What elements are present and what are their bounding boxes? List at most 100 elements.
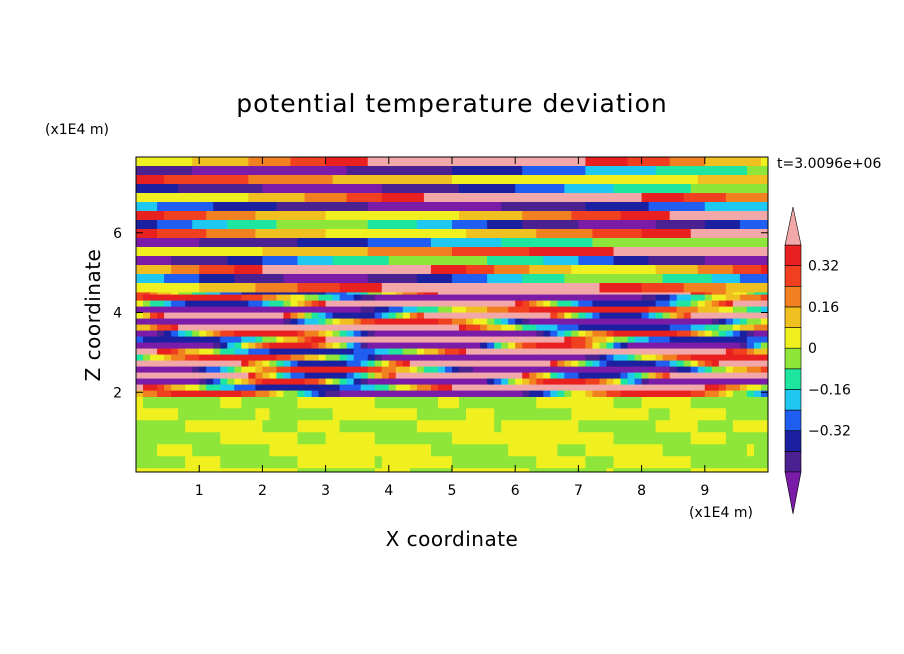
contour-cell [634,211,642,221]
contour-cell [332,202,341,212]
contour-cell [473,166,481,176]
contour-cell [374,324,383,331]
contour-cell [367,378,376,385]
contour-cell [353,324,362,331]
contour-cell [634,330,642,337]
contour-cell [199,420,207,433]
contour-cell [409,300,418,307]
contour-cell [620,312,628,319]
contour-cell [753,274,762,284]
contour-cell [620,220,628,230]
contour-cell [599,432,607,445]
contour-cell [353,390,362,397]
contour-cell [697,444,706,457]
contour-cell [437,468,446,472]
contour-cell [437,318,446,325]
contour-cell [220,456,228,469]
contour-cell [220,360,228,367]
contour-cell [164,366,172,373]
contour-cell [220,372,228,379]
contour-cell [536,306,544,313]
contour-cell [564,372,572,379]
contour-cell [430,408,439,421]
contour-cell [332,247,341,257]
contour-cell [304,274,312,284]
contour-cell [234,420,242,433]
contour-cell [304,456,312,469]
contour-cell [641,432,650,445]
contour-cell [283,202,291,212]
contour-cell [346,348,355,355]
contour-cell [697,184,706,194]
contour-cell [564,456,572,469]
contour-cell [655,360,664,367]
contour-cell [578,330,586,337]
contour-cell [466,468,474,472]
contour-cell [515,283,523,293]
contour-cell [206,193,214,203]
contour-cell [367,175,376,185]
contour-cell [318,211,326,221]
contour-cell [248,336,256,343]
contour-cell [164,420,172,433]
contour-cell [276,300,284,307]
contour-cell [255,342,263,349]
contour-cell [178,193,186,203]
contour-cell [332,193,341,203]
contour-cell [627,202,635,212]
contour-cell [395,247,404,257]
contour-cell [732,312,741,319]
contour-cell [262,360,270,367]
contour-cell [557,408,565,421]
contour-cell [367,294,376,301]
contour-cell [164,238,172,248]
contour-cell [494,456,502,469]
contour-cell [430,256,439,266]
contour-cell [136,348,144,355]
contour-cell [430,360,439,367]
contour-cell [634,384,642,391]
contour-cell [592,184,600,194]
contour-cell [395,384,404,391]
contour-cell [374,238,383,248]
contour-cell [444,456,453,469]
contour-cell [381,444,390,457]
contour-cell [297,408,305,421]
contour-cell [648,354,657,361]
contour-cell [430,229,439,239]
contour-cell [381,330,390,337]
contour-cell [599,456,607,469]
contour-cell [269,193,277,203]
contour-cell [704,238,713,248]
contour-cell [515,378,523,385]
contour-cell [353,432,362,445]
contour-cell [655,229,664,239]
contour-cell [437,274,446,284]
contour-cell [599,312,607,319]
contour-cell [374,366,383,373]
contour-cell [676,265,685,275]
contour-cell [437,220,446,230]
contour-cell [466,247,474,257]
contour-cell [178,390,186,397]
contour-cell [564,306,572,313]
contour-cell [515,432,523,445]
contour-cell [753,306,762,313]
contour-cell [676,384,685,391]
contour-cell [444,300,453,307]
contour-cell [206,354,214,361]
contour-cell [683,247,692,257]
contour-cell [592,175,600,185]
contour-cell [402,366,411,373]
contour-cell [599,229,607,239]
contour-cell [536,390,544,397]
contour-cell [452,265,460,275]
contour-cell [269,274,277,284]
contour-cell [564,220,572,230]
contour-cell [164,306,172,313]
contour-cell [739,306,748,313]
contour-cell [648,274,657,284]
contour-cell [459,283,467,293]
contour-cell [529,300,537,307]
contour-cell [283,193,291,203]
